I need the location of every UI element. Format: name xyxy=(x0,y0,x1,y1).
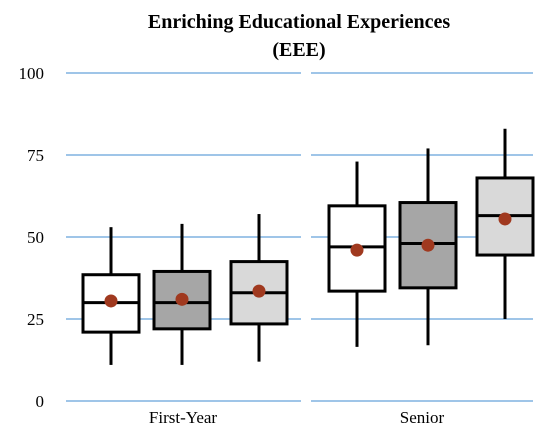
y-axis-ticks: 0 25 50 75 100 xyxy=(19,64,45,411)
box-Senior-2 xyxy=(398,148,458,346)
y-tick-label: 75 xyxy=(27,146,44,165)
mean-marker xyxy=(498,212,512,226)
mean-marker xyxy=(175,292,189,306)
y-tick-label: 100 xyxy=(19,64,45,83)
x-category-label: Senior xyxy=(400,408,445,427)
box-plots xyxy=(81,128,535,365)
box-First-Year-1 xyxy=(81,227,141,365)
box-First-Year-3 xyxy=(229,214,289,362)
mean-marker xyxy=(252,284,266,298)
box-Senior-1 xyxy=(327,161,387,347)
chart-title-line-2: (EEE) xyxy=(272,39,325,61)
mean-marker xyxy=(350,243,364,257)
x-axis-categories: First-Year Senior xyxy=(149,408,445,427)
x-category-label: First-Year xyxy=(149,408,218,427)
y-tick-label: 0 xyxy=(36,392,45,411)
y-tick-label: 25 xyxy=(27,310,44,329)
mean-marker xyxy=(421,238,435,252)
box-Senior-3 xyxy=(475,128,535,319)
box-First-Year-2 xyxy=(152,223,212,365)
chart-title-line-1: Enriching Educational Experiences xyxy=(148,11,450,33)
mean-marker xyxy=(104,294,118,308)
y-tick-label: 50 xyxy=(27,228,44,247)
grid-lines xyxy=(66,72,533,402)
